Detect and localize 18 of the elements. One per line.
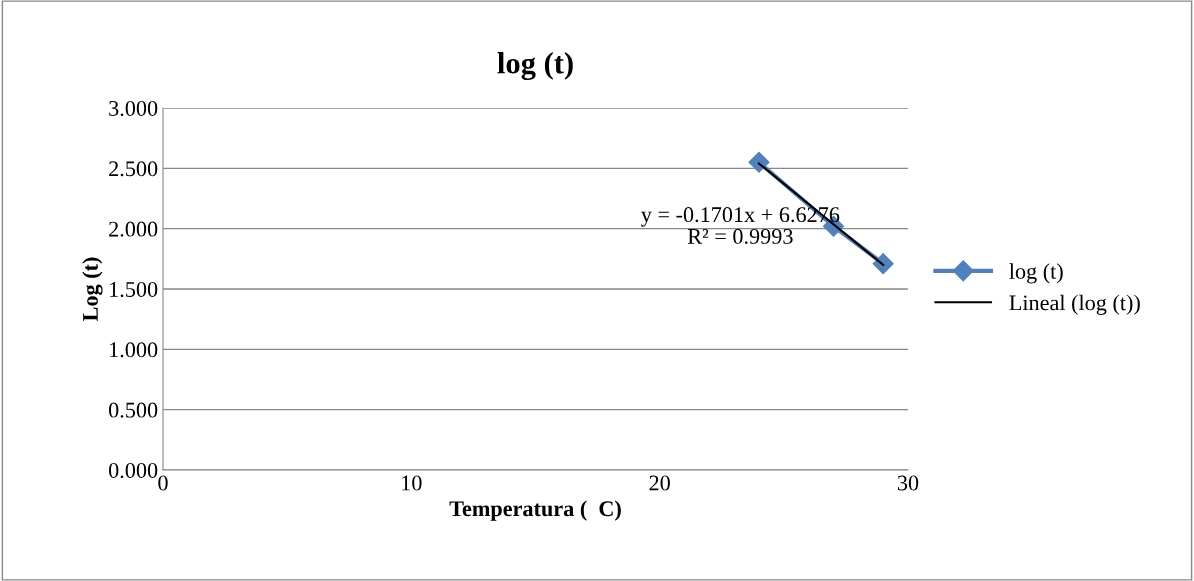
point (748, 151, 770, 173)
x-tick-label: 0 (158, 475, 168, 491)
y-tick-label: 3.000 (109, 100, 158, 117)
x-axis-title: Temperatura ( C) (449, 500, 621, 521)
legend-label: log (t) (1009, 263, 1063, 284)
y-tick-label: 1.500 (110, 281, 158, 298)
point (872, 253, 894, 275)
x-tick-label: 10 (402, 475, 422, 491)
x-tick-label: 30 (897, 475, 919, 491)
y-tick-label: 2.000 (109, 221, 158, 237)
x-tick-label: 20 (649, 475, 670, 491)
y-tick-label: 0.000 (108, 462, 158, 479)
y-tick-label: 2.500 (109, 161, 158, 177)
y-tick-label: 1.000 (110, 342, 158, 358)
chart-title: log (t) (497, 52, 573, 81)
legend-label: Lineal (log (t)) (1009, 294, 1140, 315)
y-axis-title: Log (t) (82, 257, 103, 322)
y-tick-label: 0.500 (108, 402, 158, 418)
